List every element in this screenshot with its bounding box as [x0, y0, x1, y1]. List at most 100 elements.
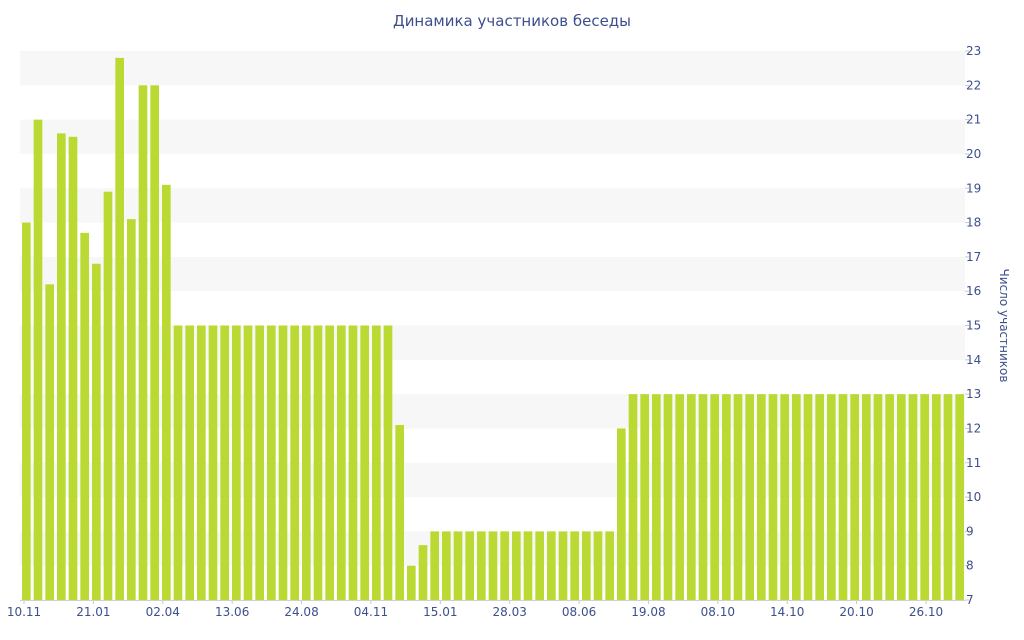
x-tick-label: 28.03 [493, 605, 527, 619]
bar [465, 531, 474, 601]
y-tick-label: 7 [966, 593, 974, 607]
x-tick-label: 02.04 [146, 605, 180, 619]
bar [138, 85, 148, 600]
bar [710, 394, 719, 601]
y-tick-label: 15 [966, 319, 981, 333]
bar [348, 325, 358, 600]
bar [313, 325, 323, 600]
bar [243, 325, 253, 600]
x-tick-label: 21.01 [76, 605, 110, 619]
x-tick-label: 08.10 [701, 605, 735, 619]
bar [208, 325, 218, 600]
y-tick-label: 21 [966, 113, 981, 127]
x-tick-label: 08.06 [562, 605, 596, 619]
bar [617, 428, 626, 600]
bar [255, 325, 264, 600]
x-axis-ticks: 10.11 21.01 02.04 13.06 24.08 04.11 15.01 28.03… [7, 600, 943, 619]
bar [197, 325, 206, 600]
bar [558, 531, 568, 601]
bar [838, 394, 848, 601]
bar [407, 565, 416, 600]
bar [442, 531, 451, 601]
bar [173, 325, 183, 600]
bar [220, 325, 229, 600]
bar [792, 394, 801, 601]
bar [523, 531, 533, 601]
x-tick-label: 15.01 [423, 605, 457, 619]
bar [80, 232, 89, 601]
grid-band [20, 256, 965, 292]
y-tick-label: 11 [966, 456, 981, 470]
bar [687, 394, 696, 601]
bar [722, 394, 731, 601]
bar [360, 325, 369, 600]
bar [897, 394, 906, 601]
y-tick-label: 16 [966, 284, 981, 298]
x-tick-label: 19.08 [631, 605, 665, 619]
bar [383, 325, 393, 600]
bar [430, 531, 439, 601]
bar [33, 119, 43, 601]
y-tick-label: 14 [966, 353, 981, 367]
bar [850, 394, 859, 601]
bar [908, 394, 918, 601]
y-axis-label: Число участников [997, 269, 1011, 383]
y-tick-label: 19 [966, 181, 981, 195]
bar [920, 394, 929, 601]
bar-series [22, 57, 964, 601]
bar [827, 394, 836, 601]
bar [22, 222, 31, 600]
bar [652, 394, 661, 601]
bar [512, 531, 521, 601]
bar [535, 531, 544, 601]
bar [278, 325, 288, 600]
bar [745, 394, 754, 601]
bar [395, 425, 404, 600]
bar [103, 191, 113, 600]
y-tick-label: 22 [966, 78, 981, 92]
bar [337, 325, 346, 600]
bar [150, 85, 159, 600]
bar [68, 136, 78, 600]
grid-band [20, 119, 965, 154]
grid-band [20, 51, 965, 86]
y-tick-label: 20 [966, 147, 981, 161]
bar [477, 531, 486, 601]
y-axis-ticks: 7 8 9 10 11 12 13 14 15 16 17 18 19 20 21 22 23 [965, 44, 981, 607]
bar [932, 394, 941, 601]
bar [127, 219, 136, 600]
bar [92, 263, 101, 600]
bar [733, 394, 743, 601]
bar [640, 394, 649, 601]
y-tick-label: 10 [966, 490, 981, 504]
bar [873, 394, 883, 601]
chart-title: Динамика участников беседы [392, 12, 632, 30]
y-tick-label: 23 [966, 44, 981, 58]
bar [593, 531, 603, 601]
bar [675, 394, 684, 601]
y-tick-label: 12 [966, 421, 981, 435]
x-tick-label: 24.08 [284, 605, 318, 619]
bar [803, 394, 813, 601]
bar [488, 531, 498, 601]
x-tick-label: 26.10 [909, 605, 943, 619]
bar [290, 325, 299, 600]
bar [628, 394, 638, 601]
bar [757, 394, 766, 601]
bar [372, 325, 381, 600]
bar [862, 394, 871, 601]
bar [57, 133, 66, 600]
bar [500, 531, 509, 601]
bar [418, 545, 428, 600]
bar [162, 184, 171, 600]
bar [185, 325, 194, 600]
x-tick-label: 14.10 [770, 605, 804, 619]
bar [768, 394, 778, 601]
bar [45, 284, 54, 600]
bar [605, 531, 614, 601]
bar [955, 394, 964, 601]
y-tick-label: 8 [966, 559, 974, 573]
bar [232, 325, 241, 600]
bar [780, 394, 789, 601]
